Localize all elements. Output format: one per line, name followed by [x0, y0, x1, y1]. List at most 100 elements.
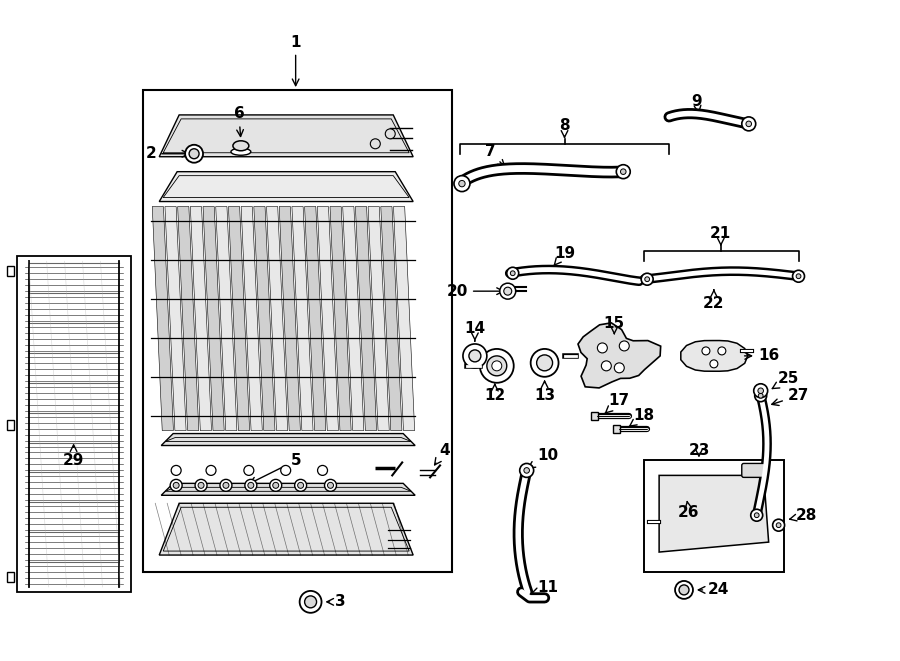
- Text: 23: 23: [688, 443, 709, 458]
- Circle shape: [718, 347, 725, 355]
- Text: 4: 4: [435, 443, 450, 465]
- Circle shape: [171, 465, 181, 475]
- Text: 22: 22: [703, 290, 724, 311]
- Text: 1: 1: [291, 35, 301, 86]
- Circle shape: [754, 513, 759, 518]
- Ellipse shape: [233, 141, 248, 151]
- Polygon shape: [330, 206, 351, 430]
- Text: 21: 21: [710, 226, 732, 245]
- Polygon shape: [578, 323, 661, 388]
- Ellipse shape: [231, 148, 251, 155]
- Circle shape: [793, 270, 805, 282]
- Circle shape: [454, 176, 470, 192]
- Circle shape: [702, 347, 710, 355]
- Polygon shape: [680, 340, 748, 371]
- Text: 12: 12: [484, 384, 506, 403]
- Circle shape: [619, 341, 629, 351]
- Circle shape: [753, 384, 768, 398]
- Polygon shape: [152, 206, 174, 430]
- Circle shape: [469, 350, 481, 362]
- Polygon shape: [177, 206, 199, 430]
- Text: 25: 25: [772, 371, 799, 389]
- Bar: [17, 256, 131, 592]
- Circle shape: [300, 591, 321, 613]
- Circle shape: [620, 169, 626, 175]
- Circle shape: [796, 274, 801, 279]
- Circle shape: [463, 344, 487, 368]
- Polygon shape: [266, 206, 288, 430]
- Circle shape: [644, 277, 650, 282]
- Circle shape: [244, 465, 254, 475]
- Circle shape: [675, 581, 693, 599]
- Text: 13: 13: [534, 381, 555, 403]
- Circle shape: [325, 479, 337, 491]
- Circle shape: [198, 483, 204, 488]
- Circle shape: [318, 465, 328, 475]
- Polygon shape: [318, 206, 338, 430]
- Circle shape: [195, 479, 207, 491]
- Text: 16: 16: [744, 348, 780, 364]
- Circle shape: [755, 390, 767, 402]
- Circle shape: [615, 363, 625, 373]
- Circle shape: [170, 479, 182, 491]
- Circle shape: [504, 287, 512, 295]
- Circle shape: [759, 393, 763, 398]
- Circle shape: [742, 117, 756, 131]
- Polygon shape: [343, 206, 364, 430]
- Text: 28: 28: [789, 508, 817, 523]
- Polygon shape: [165, 206, 186, 430]
- FancyBboxPatch shape: [613, 424, 620, 432]
- Circle shape: [223, 483, 229, 488]
- Text: 18: 18: [628, 408, 654, 427]
- Polygon shape: [161, 483, 415, 495]
- FancyBboxPatch shape: [742, 463, 766, 477]
- Text: 17: 17: [606, 393, 630, 413]
- Text: 15: 15: [604, 315, 625, 334]
- Circle shape: [758, 388, 763, 393]
- Circle shape: [641, 273, 653, 285]
- Circle shape: [480, 349, 514, 383]
- Polygon shape: [159, 172, 413, 202]
- Circle shape: [491, 361, 502, 371]
- Polygon shape: [279, 206, 301, 430]
- Text: 14: 14: [464, 321, 485, 341]
- Circle shape: [270, 479, 282, 491]
- Polygon shape: [292, 206, 313, 430]
- Text: 6: 6: [233, 106, 244, 136]
- Text: 10: 10: [528, 448, 558, 468]
- Circle shape: [536, 355, 553, 371]
- Circle shape: [206, 465, 216, 475]
- Polygon shape: [7, 572, 14, 582]
- Circle shape: [772, 519, 785, 531]
- Polygon shape: [159, 115, 413, 157]
- Circle shape: [710, 360, 718, 368]
- Circle shape: [500, 283, 516, 299]
- Circle shape: [524, 467, 529, 473]
- Polygon shape: [161, 434, 415, 446]
- Circle shape: [185, 145, 203, 163]
- Polygon shape: [241, 206, 262, 430]
- Text: 9: 9: [691, 95, 702, 112]
- Circle shape: [189, 149, 199, 159]
- Polygon shape: [203, 206, 224, 430]
- Polygon shape: [393, 206, 415, 430]
- Circle shape: [531, 349, 559, 377]
- Circle shape: [776, 523, 781, 527]
- Text: 3: 3: [327, 594, 346, 609]
- Circle shape: [507, 267, 518, 279]
- Circle shape: [370, 139, 381, 149]
- Circle shape: [746, 121, 751, 127]
- Text: 24: 24: [698, 582, 730, 598]
- Circle shape: [220, 479, 232, 491]
- Text: 27: 27: [772, 388, 809, 405]
- FancyBboxPatch shape: [591, 412, 599, 420]
- Bar: [644, 461, 784, 572]
- Polygon shape: [356, 206, 376, 430]
- Circle shape: [273, 483, 279, 488]
- Circle shape: [298, 483, 303, 488]
- Text: 19: 19: [554, 246, 575, 266]
- Polygon shape: [190, 206, 212, 430]
- Circle shape: [248, 483, 254, 488]
- Text: 5: 5: [249, 453, 302, 483]
- Text: 20: 20: [446, 284, 503, 299]
